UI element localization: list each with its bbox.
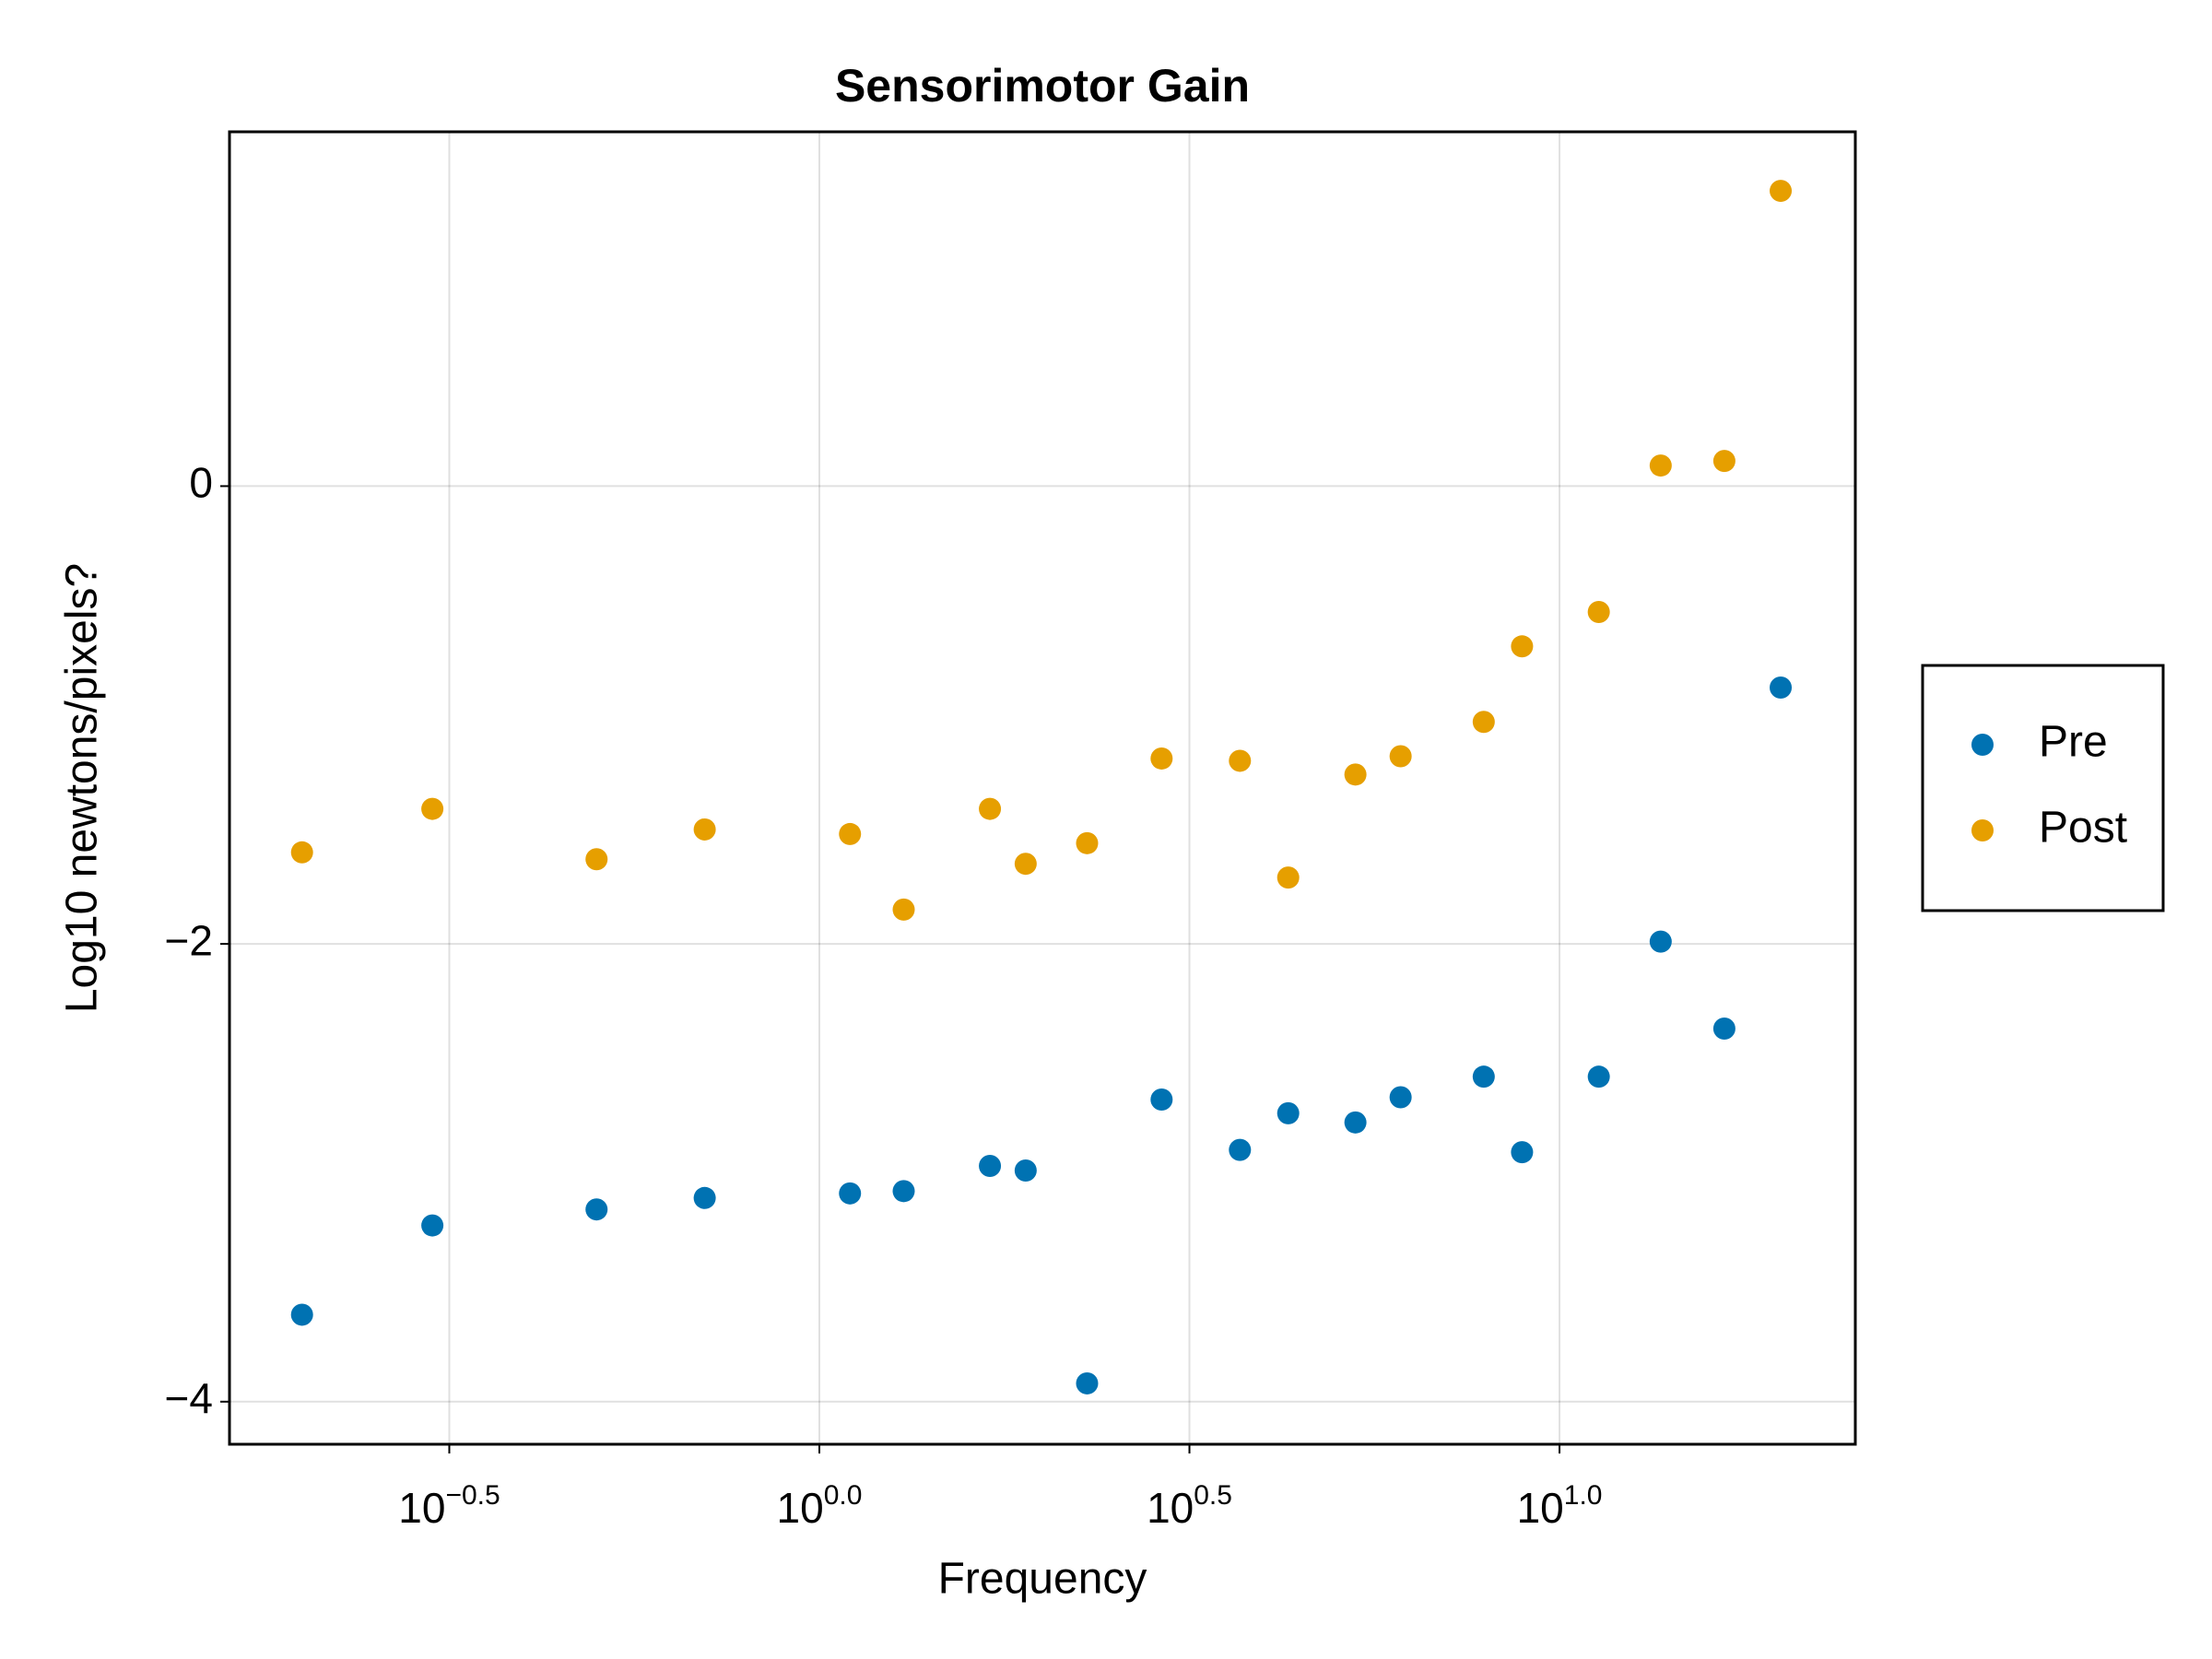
point [1587, 1065, 1610, 1088]
x-tick-exponent: 1.0 [1564, 1480, 1603, 1511]
point [421, 1214, 444, 1237]
point [693, 1186, 716, 1209]
point [979, 1155, 1002, 1178]
point [892, 1180, 915, 1203]
point [1770, 676, 1793, 699]
point [1511, 1141, 1534, 1164]
x-tick-base: 10 [777, 1484, 824, 1532]
point [1389, 1086, 1412, 1109]
point [839, 822, 862, 845]
x-tick-label: 101.0 [1517, 1480, 1603, 1532]
legend-marker [1971, 734, 1994, 756]
point [1770, 180, 1793, 203]
x-tick-label: 100.5 [1147, 1480, 1232, 1532]
legend-label: Post [2039, 804, 2127, 853]
point [1389, 745, 1412, 768]
x-tick-exponent: 0.0 [824, 1480, 863, 1511]
point [892, 898, 915, 921]
x-tick-base: 10 [398, 1484, 445, 1532]
point [1712, 450, 1735, 473]
x-tick-base: 10 [1517, 1484, 1564, 1532]
point [290, 841, 313, 864]
x-axis-label: Frequency [938, 1555, 1147, 1604]
legend-box [1921, 664, 2165, 912]
point [1511, 635, 1534, 658]
point [421, 797, 444, 820]
point [585, 1198, 608, 1221]
x-tick-exponent: −0.5 [445, 1480, 500, 1511]
point [1014, 853, 1037, 876]
chart-title: Sensorimotor Gain [835, 60, 1250, 112]
point [839, 1182, 862, 1205]
point [290, 1303, 313, 1326]
point [1150, 747, 1173, 770]
x-tick-label: 100.0 [777, 1480, 863, 1532]
point [1076, 1371, 1099, 1394]
x-tick-label: 10−0.5 [398, 1480, 500, 1532]
legend-label: Pre [2039, 718, 2108, 767]
point [1649, 930, 1672, 953]
point [1712, 1018, 1735, 1041]
point [1344, 1111, 1367, 1134]
point [1150, 1088, 1173, 1111]
legend: Pre Post [1921, 664, 2165, 912]
point [1344, 763, 1367, 786]
point [1472, 711, 1495, 734]
point [979, 797, 1002, 820]
x-tick-base: 10 [1147, 1484, 1194, 1532]
point [1472, 1065, 1495, 1088]
grid [229, 132, 1855, 1444]
point [1229, 1138, 1252, 1161]
point [1587, 601, 1610, 624]
point [693, 818, 716, 841]
point [1277, 866, 1300, 889]
point [585, 848, 608, 871]
point [1277, 1101, 1300, 1124]
plot-frame [228, 130, 1857, 1446]
point [1229, 749, 1252, 772]
x-tick-exponent: 0.5 [1194, 1480, 1232, 1511]
point [1076, 831, 1099, 854]
point [1649, 454, 1672, 477]
point [1014, 1159, 1037, 1182]
y-tick-label: 0 [189, 459, 213, 507]
y-axis-label: Log10 newtons/pixels? [58, 563, 107, 1013]
y-tick-label: −2 [165, 916, 213, 964]
legend-marker [1971, 819, 1994, 841]
y-tick-label: −4 [165, 1374, 213, 1422]
